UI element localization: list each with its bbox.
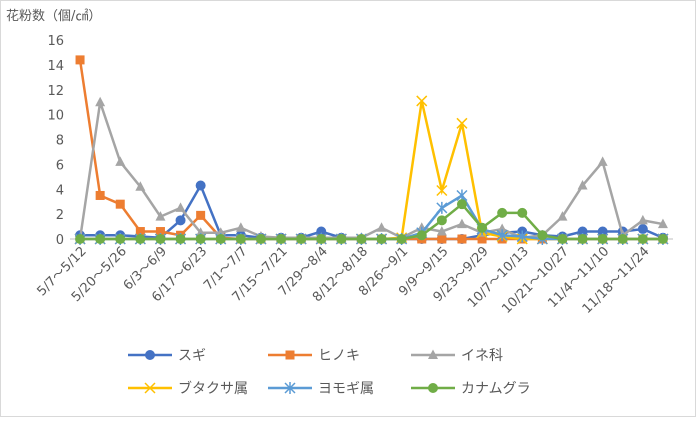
y-tick-label: 2 [56, 208, 64, 223]
marker [155, 227, 165, 237]
legend-label: カナムグラ [461, 381, 531, 397]
marker [657, 218, 668, 229]
marker [235, 234, 246, 244]
marker [416, 95, 428, 107]
marker [436, 201, 448, 214]
marker [155, 211, 166, 221]
marker [456, 117, 468, 129]
marker [255, 234, 266, 244]
marker [637, 234, 648, 244]
marker [175, 234, 186, 244]
marker [456, 199, 467, 210]
marker [135, 227, 145, 237]
y-tick-label: 8 [56, 134, 64, 149]
marker [95, 234, 106, 244]
y-tick-label: 0 [56, 233, 64, 248]
marker [516, 230, 528, 243]
marker [457, 234, 467, 244]
legend-marker [284, 382, 296, 394]
marker [336, 234, 347, 244]
marker [657, 234, 668, 244]
marker [456, 218, 467, 229]
marker [235, 222, 246, 232]
marker [517, 207, 528, 218]
marker [195, 227, 206, 237]
marker [356, 234, 367, 244]
marker [296, 234, 307, 244]
marker [577, 180, 588, 190]
marker [75, 55, 85, 65]
marker [477, 222, 488, 233]
marker [436, 184, 448, 197]
marker [276, 234, 287, 244]
marker [215, 227, 226, 237]
y-tick-label: 10 [47, 109, 64, 124]
marker [436, 215, 447, 226]
marker [597, 234, 608, 244]
marker [416, 230, 427, 241]
marker [316, 234, 327, 244]
marker [155, 234, 166, 244]
legend-label: イネ科 [461, 348, 503, 364]
y-tick-label: 4 [56, 183, 64, 198]
marker [376, 222, 387, 232]
marker [175, 202, 186, 212]
legend-marker [428, 383, 438, 393]
marker [396, 234, 407, 244]
marker [557, 234, 568, 244]
marker [637, 214, 648, 225]
marker [496, 229, 508, 242]
marker [437, 234, 447, 244]
marker [115, 234, 126, 244]
marker [95, 96, 106, 107]
marker [617, 234, 628, 244]
y-tick-label: 6 [56, 158, 64, 173]
marker [497, 223, 508, 234]
legend-label: ヒノキ [318, 348, 360, 364]
marker [537, 230, 548, 241]
marker [196, 210, 206, 220]
legend-label: ブタクサ属 [178, 380, 248, 397]
marker [557, 211, 568, 221]
legend-marker [285, 350, 295, 360]
marker [195, 180, 206, 191]
marker [436, 226, 447, 236]
legend-label: スギ [178, 348, 206, 364]
marker [195, 234, 206, 244]
marker [135, 234, 146, 244]
y-tick-label: 14 [47, 59, 64, 74]
y-axis-label: 花粉数（個/㎠） [6, 8, 101, 24]
legend-label: ヨモギ属 [318, 381, 374, 397]
legend-marker [144, 382, 156, 394]
marker [75, 234, 86, 244]
marker [95, 190, 105, 200]
marker [637, 224, 648, 235]
marker [115, 156, 126, 166]
legend-marker [145, 350, 155, 360]
y-tick-label: 16 [47, 34, 64, 49]
marker [497, 207, 508, 218]
legend-marker [428, 349, 438, 359]
y-tick-label: 12 [47, 84, 64, 99]
marker [115, 199, 125, 209]
marker [477, 234, 487, 244]
marker [135, 181, 146, 191]
marker [577, 234, 588, 244]
marker [597, 156, 608, 166]
marker [215, 234, 226, 244]
marker [175, 215, 186, 226]
marker [376, 234, 387, 244]
